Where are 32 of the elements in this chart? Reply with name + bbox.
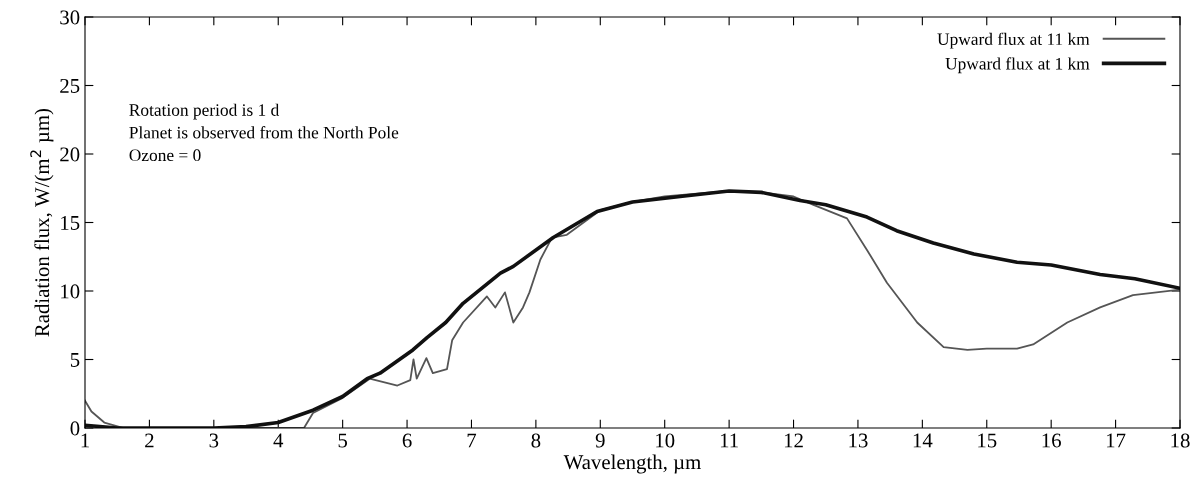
y-axis-title: Radiation flux, W/(m$^{2}$ µm) [30, 108, 54, 337]
x-tick-label: 2 [145, 433, 154, 448]
annotation: Planet is observed from the North Pole [129, 126, 399, 139]
x-tick-label: 15 [978, 433, 997, 448]
legend-label: Upward flux at 11 km [937, 32, 1090, 49]
x-tick-label: 5 [338, 433, 348, 448]
x-tick-label: 18 [1171, 433, 1190, 448]
annotation: Rotation period is 1 d [129, 103, 280, 120]
x-tick-label: 14 [913, 433, 933, 448]
y-tick-label: 0 [70, 421, 80, 436]
x-tick-label: 4 [273, 433, 284, 448]
x-tick-label: 17 [1107, 433, 1126, 448]
x-tick-label: 6 [402, 433, 412, 448]
x-tick-label: 16 [1042, 433, 1061, 448]
y-tick-label: 15 [61, 215, 80, 230]
x-tick-label: 12 [784, 433, 803, 448]
y-tick-label: 30 [60, 10, 80, 25]
y-tick-label: 10 [61, 284, 80, 299]
x-tick-label: 11 [720, 433, 738, 448]
x-tick-label: 10 [656, 433, 675, 448]
x-tick-label: 3 [209, 433, 219, 448]
x-tick-label: 8 [531, 433, 541, 448]
x-tick-label: 9 [595, 433, 605, 448]
legend-label: Upward flux at 1 km [945, 57, 1090, 74]
y-tick-label: 20 [60, 147, 80, 162]
x-tick-label: 7 [467, 433, 477, 448]
y-tick-label: 25 [60, 78, 80, 93]
x-tick-label: 13 [849, 433, 868, 448]
y-tick-label: 5 [70, 353, 80, 367]
x-tick-label: 1 [81, 433, 89, 448]
annotation: Ozone = 0 [129, 149, 201, 162]
x-axis-title: Wavelength, µm [563, 454, 701, 474]
